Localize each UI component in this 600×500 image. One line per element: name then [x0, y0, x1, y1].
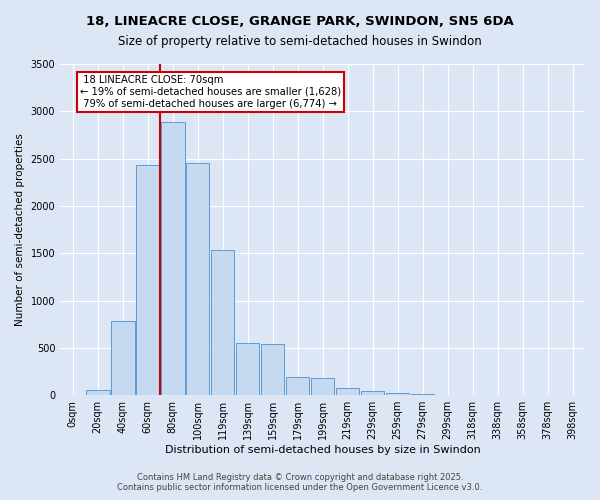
Bar: [136, 166, 160, 395]
Bar: [261, 344, 284, 395]
Bar: [361, 392, 385, 395]
Bar: [86, 390, 110, 395]
Text: 18 LINEACRE CLOSE: 70sqm
← 19% of semi-detached houses are smaller (1,628)
 79% : 18 LINEACRE CLOSE: 70sqm ← 19% of semi-d…: [80, 76, 341, 108]
Y-axis label: Number of semi-detached properties: Number of semi-detached properties: [15, 133, 25, 326]
Bar: [311, 378, 334, 395]
Text: Size of property relative to semi-detached houses in Swindon: Size of property relative to semi-detach…: [118, 35, 482, 48]
X-axis label: Distribution of semi-detached houses by size in Swindon: Distribution of semi-detached houses by …: [165, 445, 481, 455]
Text: 18, LINEACRE CLOSE, GRANGE PARK, SWINDON, SN5 6DA: 18, LINEACRE CLOSE, GRANGE PARK, SWINDON…: [86, 15, 514, 28]
Bar: [386, 393, 409, 395]
Text: Contains HM Land Registry data © Crown copyright and database right 2025.
Contai: Contains HM Land Registry data © Crown c…: [118, 473, 482, 492]
Bar: [161, 122, 185, 395]
Bar: [236, 343, 259, 395]
Bar: [286, 377, 310, 395]
Bar: [111, 322, 134, 395]
Bar: [186, 164, 209, 395]
Bar: [410, 394, 434, 395]
Bar: [336, 388, 359, 395]
Bar: [211, 250, 235, 395]
